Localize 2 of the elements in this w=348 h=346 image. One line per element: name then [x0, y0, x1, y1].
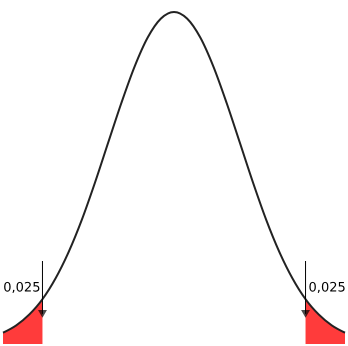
annotation: 0,025: [308, 280, 346, 296]
annotation: 0,025: [3, 280, 40, 296]
